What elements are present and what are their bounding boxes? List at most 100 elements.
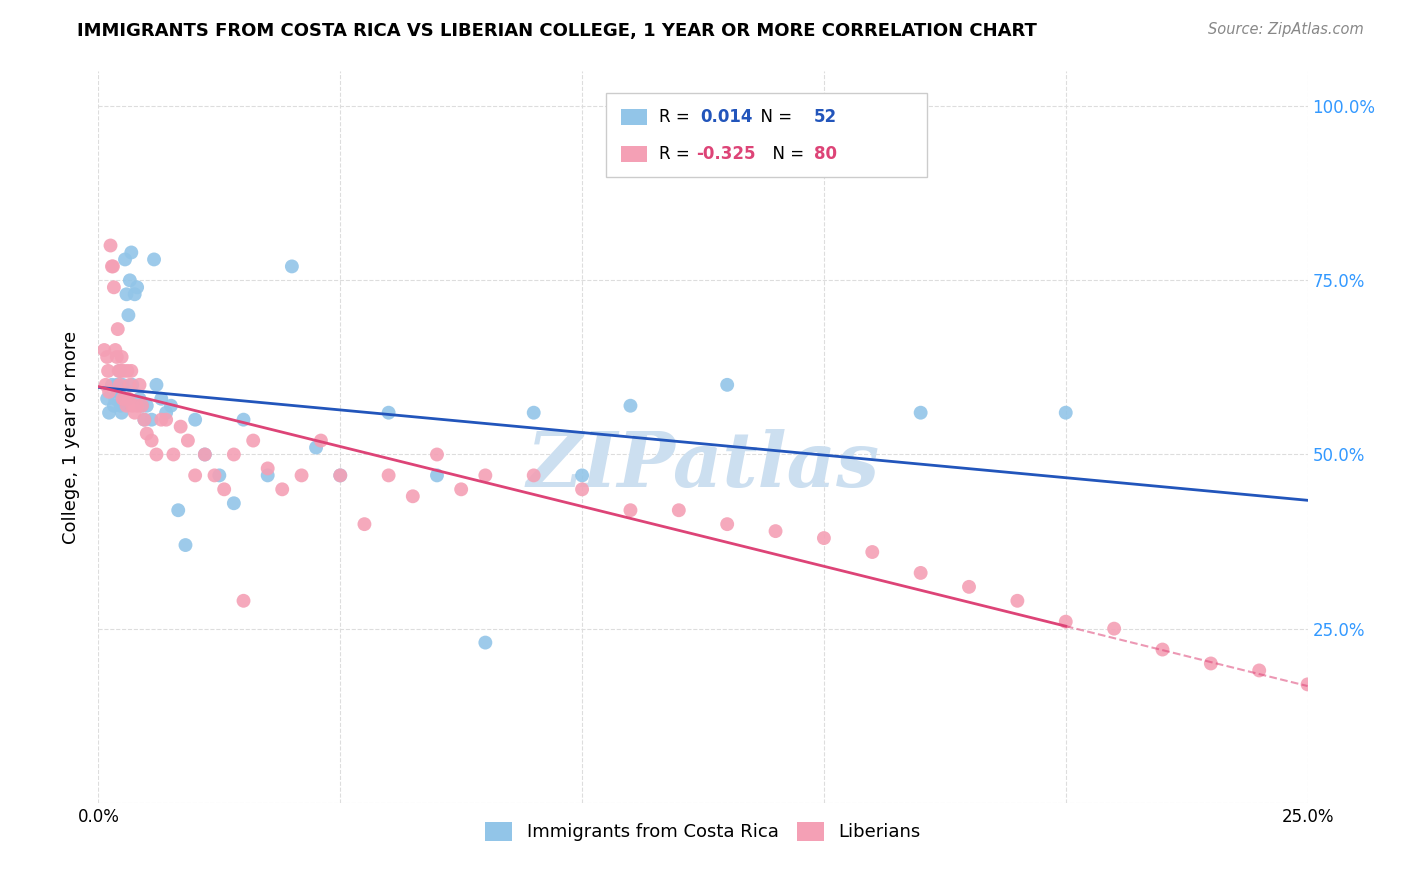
Point — [127, 280, 149, 294]
Point — [135, 426, 157, 441]
Point — [571, 468, 593, 483]
Point — [402, 489, 425, 503]
Point — [128, 392, 150, 406]
Point — [169, 419, 191, 434]
Point — [1344, 691, 1367, 706]
Point — [150, 392, 173, 406]
Point — [222, 496, 245, 510]
Point — [523, 468, 546, 483]
Point — [117, 392, 139, 406]
Point — [281, 260, 304, 274]
Text: R =: R = — [659, 145, 696, 163]
Point — [107, 384, 129, 399]
Text: -0.325: -0.325 — [696, 145, 755, 163]
Point — [134, 412, 156, 426]
Point — [329, 468, 352, 483]
Point — [155, 412, 177, 426]
Point — [1054, 406, 1077, 420]
Point — [177, 434, 200, 448]
Point — [1249, 664, 1271, 678]
Point — [143, 252, 166, 267]
Point — [426, 448, 449, 462]
Point — [377, 406, 399, 420]
Point — [117, 364, 139, 378]
Point — [212, 483, 235, 497]
Point — [101, 260, 124, 274]
Point — [309, 434, 332, 448]
Point — [111, 406, 134, 420]
Point — [107, 364, 129, 378]
Point — [271, 483, 294, 497]
Point — [141, 434, 163, 448]
Point — [115, 399, 138, 413]
Text: 80: 80 — [814, 145, 837, 163]
Point — [100, 238, 122, 252]
Point — [860, 545, 883, 559]
Point — [1102, 622, 1125, 636]
Point — [1152, 642, 1174, 657]
Point — [120, 364, 142, 378]
Point — [184, 412, 207, 426]
Point — [167, 503, 190, 517]
Point — [121, 377, 143, 392]
Point — [112, 364, 135, 378]
Point — [124, 287, 146, 301]
Point — [93, 343, 115, 357]
Point — [118, 273, 141, 287]
Point — [112, 392, 135, 406]
Point — [474, 635, 496, 649]
Point — [128, 377, 150, 392]
Legend: Immigrants from Costa Rica, Liberians: Immigrants from Costa Rica, Liberians — [478, 814, 928, 848]
Point — [160, 399, 183, 413]
Point — [127, 399, 149, 413]
Point — [131, 399, 153, 413]
Point — [107, 384, 129, 399]
FancyBboxPatch shape — [621, 145, 647, 162]
Point — [98, 406, 121, 420]
Point — [141, 412, 163, 426]
Point — [121, 399, 143, 413]
Point — [145, 448, 167, 462]
Point — [101, 377, 124, 392]
Point — [474, 468, 496, 483]
Point — [716, 377, 738, 392]
Point — [124, 406, 146, 420]
Point — [111, 392, 134, 406]
Point — [668, 503, 690, 517]
Point — [110, 399, 132, 413]
FancyBboxPatch shape — [621, 109, 647, 125]
Point — [98, 384, 121, 399]
Text: IMMIGRANTS FROM COSTA RICA VS LIBERIAN COLLEGE, 1 YEAR OR MORE CORRELATION CHART: IMMIGRANTS FROM COSTA RICA VS LIBERIAN C… — [77, 22, 1038, 40]
Point — [290, 468, 312, 483]
Point — [232, 594, 254, 608]
Point — [957, 580, 980, 594]
Point — [103, 399, 125, 413]
Point — [523, 406, 546, 420]
Text: ZIPatlas: ZIPatlas — [526, 429, 880, 503]
Text: Source: ZipAtlas.com: Source: ZipAtlas.com — [1208, 22, 1364, 37]
Point — [1199, 657, 1222, 671]
Point — [1054, 615, 1077, 629]
Point — [134, 412, 156, 426]
Point — [377, 468, 399, 483]
Point — [256, 468, 278, 483]
Point — [105, 377, 128, 392]
Point — [114, 252, 136, 267]
Point — [117, 392, 139, 406]
Point — [155, 406, 177, 420]
Point — [1296, 677, 1319, 691]
Point — [118, 377, 141, 392]
Y-axis label: College, 1 year or more: College, 1 year or more — [62, 331, 80, 543]
Point — [232, 412, 254, 426]
Point — [94, 377, 117, 392]
Point — [194, 448, 217, 462]
Point — [97, 364, 120, 378]
Point — [450, 483, 472, 497]
Point — [111, 350, 134, 364]
Point — [716, 517, 738, 532]
Point — [162, 448, 184, 462]
Point — [96, 392, 118, 406]
Point — [105, 350, 128, 364]
Text: 0.014: 0.014 — [700, 108, 754, 126]
Point — [114, 392, 136, 406]
